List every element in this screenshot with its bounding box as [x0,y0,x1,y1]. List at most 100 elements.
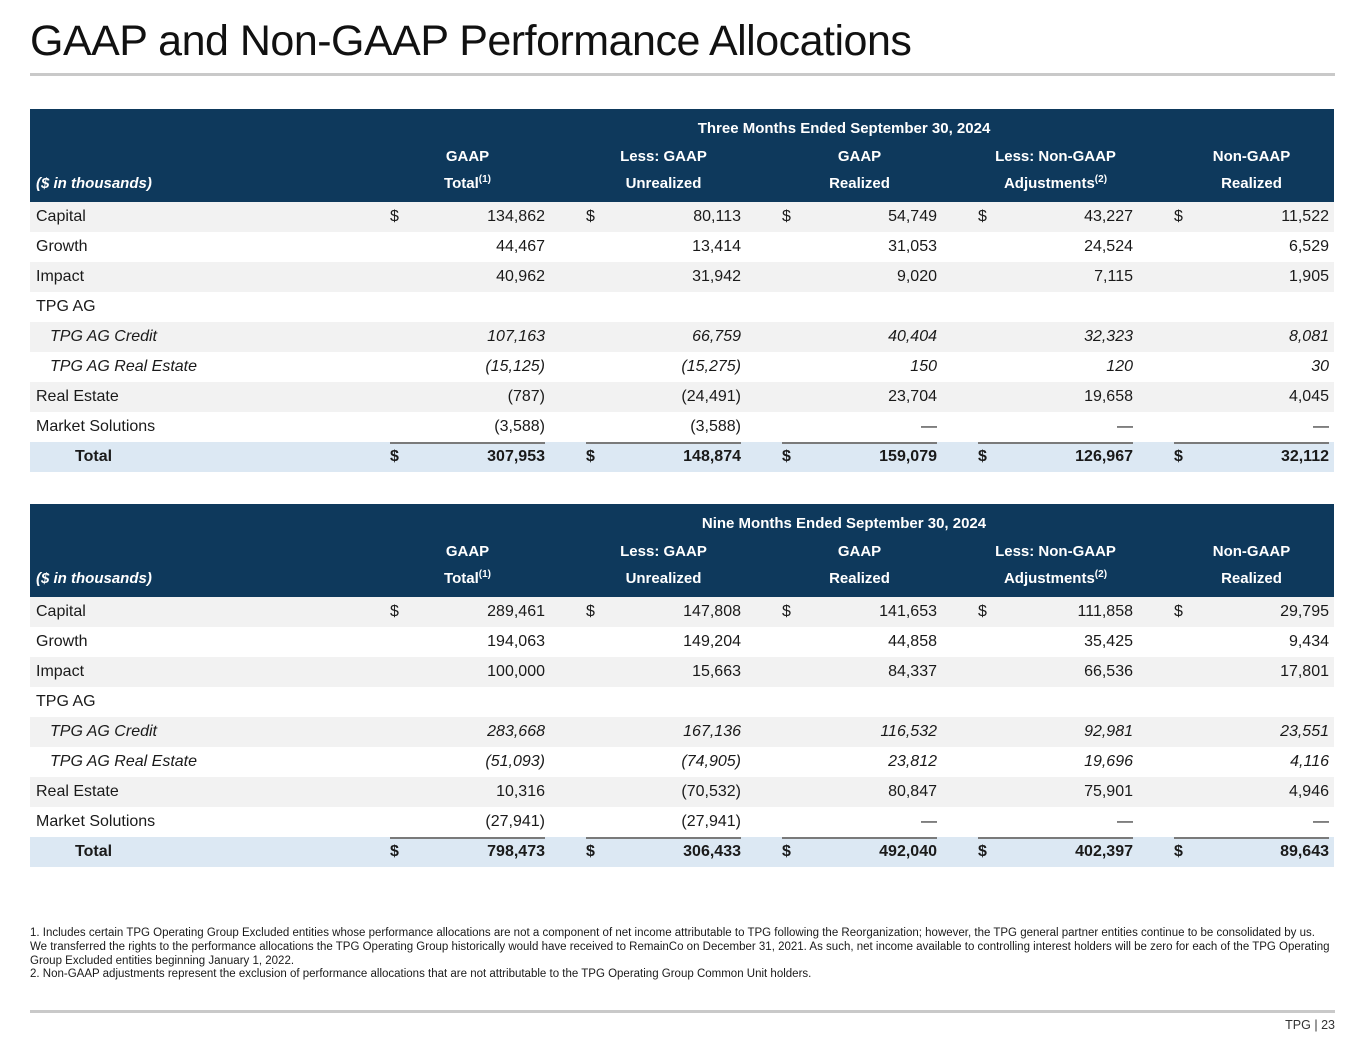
row-label: Market Solutions [36,813,156,830]
value-cell: $11,522 [1138,202,1334,232]
dollar-sign: $ [586,603,595,620]
cell-value: 23,704 [888,388,937,405]
cell-value: 194,063 [487,633,545,650]
unit-label: ($ in thousands) [36,570,152,587]
footnote-2: 2. Non-GAAP adjustments represent the ex… [30,968,812,981]
column-header-4: Less: Non-GAAP Adjustments(2) [995,148,1116,192]
cell-value: 147,808 [683,603,741,620]
cell-value: — [1117,418,1133,435]
value-cell: 4,116 [1138,747,1334,777]
row-label: Impact [36,268,85,285]
cell-value: 306,433 [683,843,741,860]
value-cell: 44,858 [746,627,942,657]
cell-value: (70,532) [681,783,741,800]
value-cell [942,687,1138,717]
value-cell: 100,000 [354,657,550,687]
dollar-sign: $ [978,843,987,860]
value-cell: 24,524 [942,232,1138,262]
value-cell: 44,467 [354,232,550,262]
value-cell [746,292,942,322]
slide-footer: TPG | 23 [30,1010,1335,1032]
column-headers: ($ in thousands) GAAP Total(1) Less: GAAP U… [30,538,1334,592]
cell-value: 283,668 [487,723,545,740]
table-row: Growth 194,063 149,204 44,858 35,425 9,434 [30,627,1334,657]
value-cell: $43,227 [942,202,1138,232]
value-cell: 283,668 [354,717,550,747]
cell-value: 84,337 [888,663,937,680]
cell-value: 100,000 [487,663,545,680]
brand-name: TPG [1285,1018,1311,1032]
cell-value: 150 [910,358,937,375]
cell-value: 23,551 [1280,723,1329,740]
cell-value: 19,696 [1084,753,1133,770]
value-cell: 23,812 [746,747,942,777]
cell-value: — [1117,813,1133,830]
dollar-sign: $ [390,448,399,465]
value-cell: $80,113 [550,202,746,232]
cell-value: 1,905 [1288,268,1329,285]
cell-value: 8,081 [1288,328,1329,345]
table-row: Capital $289,461 $147,808 $141,653 $111,858 $… [30,597,1334,627]
column-header-1: GAAP Total(1) [444,148,491,192]
cell-value: 19,658 [1084,388,1133,405]
cell-value: 402,397 [1075,843,1133,860]
value-cell: 107,163 [354,322,550,352]
cell-value: 80,847 [888,783,937,800]
value-cell: 40,404 [746,322,942,352]
row-label: Growth [36,633,88,650]
cell-value: — [1313,813,1329,830]
cell-value: 9,020 [896,268,937,285]
dollar-sign: $ [978,208,987,225]
value-cell [942,292,1138,322]
table-row: TPG AG Credit 283,668 167,136 116,532 92,981… [30,717,1334,747]
table-period-title: Three Months Ended September 30, 2024 [697,120,991,137]
value-cell: (15,125) [354,352,550,382]
performance-table: Nine Months Ended September 30, 2024 ($ … [30,504,1334,867]
row-label: Total [75,843,113,860]
value-cell [550,687,746,717]
cell-value: 32,112 [1280,448,1329,465]
value-cell: — [1138,412,1334,442]
dollar-sign: $ [978,603,987,620]
cell-value: 89,643 [1280,843,1329,860]
value-cell: $29,795 [1138,597,1334,627]
value-cell: $147,808 [550,597,746,627]
page-title: GAAP and Non-GAAP Performance Allocation… [30,17,912,65]
value-cell: $402,397 [942,837,1138,867]
cell-value: (51,093) [485,753,545,770]
row-label: TPG AG Credit [50,328,157,345]
unit-label: ($ in thousands) [36,175,152,192]
column-header-5: Non-GAAP Realized [1212,543,1291,587]
dollar-sign: $ [1174,843,1183,860]
cell-value: 30 [1311,358,1329,375]
cell-value: 148,874 [683,448,741,465]
cell-value: 40,404 [888,328,937,345]
value-cell [354,292,550,322]
cell-value: 116,532 [880,723,937,740]
column-headers: ($ in thousands) GAAP Total(1) Less: GAAP U… [30,143,1334,197]
value-cell: $307,953 [354,442,550,472]
row-label: TPG AG Real Estate [50,358,198,375]
table-row: TPG AG Credit 107,163 66,759 40,404 32,323 8,… [30,322,1334,352]
dollar-sign: $ [1174,208,1183,225]
value-cell: 92,981 [942,717,1138,747]
column-header-3: GAAP Realized [829,148,890,192]
table-header: Three Months Ended September 30, 2024 ($… [30,109,1334,202]
value-cell: 1,905 [1138,262,1334,292]
value-cell: — [942,412,1138,442]
cell-value: 40,962 [496,268,545,285]
cell-value: 11,522 [1281,208,1329,225]
cell-value: 120 [1106,358,1133,375]
table-body: Capital $134,862 $80,113 $54,749 $43,227 $11,… [30,202,1334,472]
performance-table: Three Months Ended September 30, 2024 ($… [30,109,1334,472]
value-cell: 150 [746,352,942,382]
value-cell: $798,473 [354,837,550,867]
value-cell: $148,874 [550,442,746,472]
tables-container: Three Months Ended September 30, 2024 ($… [30,109,1335,867]
row-label: Capital [36,208,86,225]
value-cell: 167,136 [550,717,746,747]
cell-value: 35,425 [1084,633,1133,650]
dollar-sign: $ [586,843,595,860]
dollar-sign: $ [782,448,791,465]
cell-value: 798,473 [487,843,545,860]
